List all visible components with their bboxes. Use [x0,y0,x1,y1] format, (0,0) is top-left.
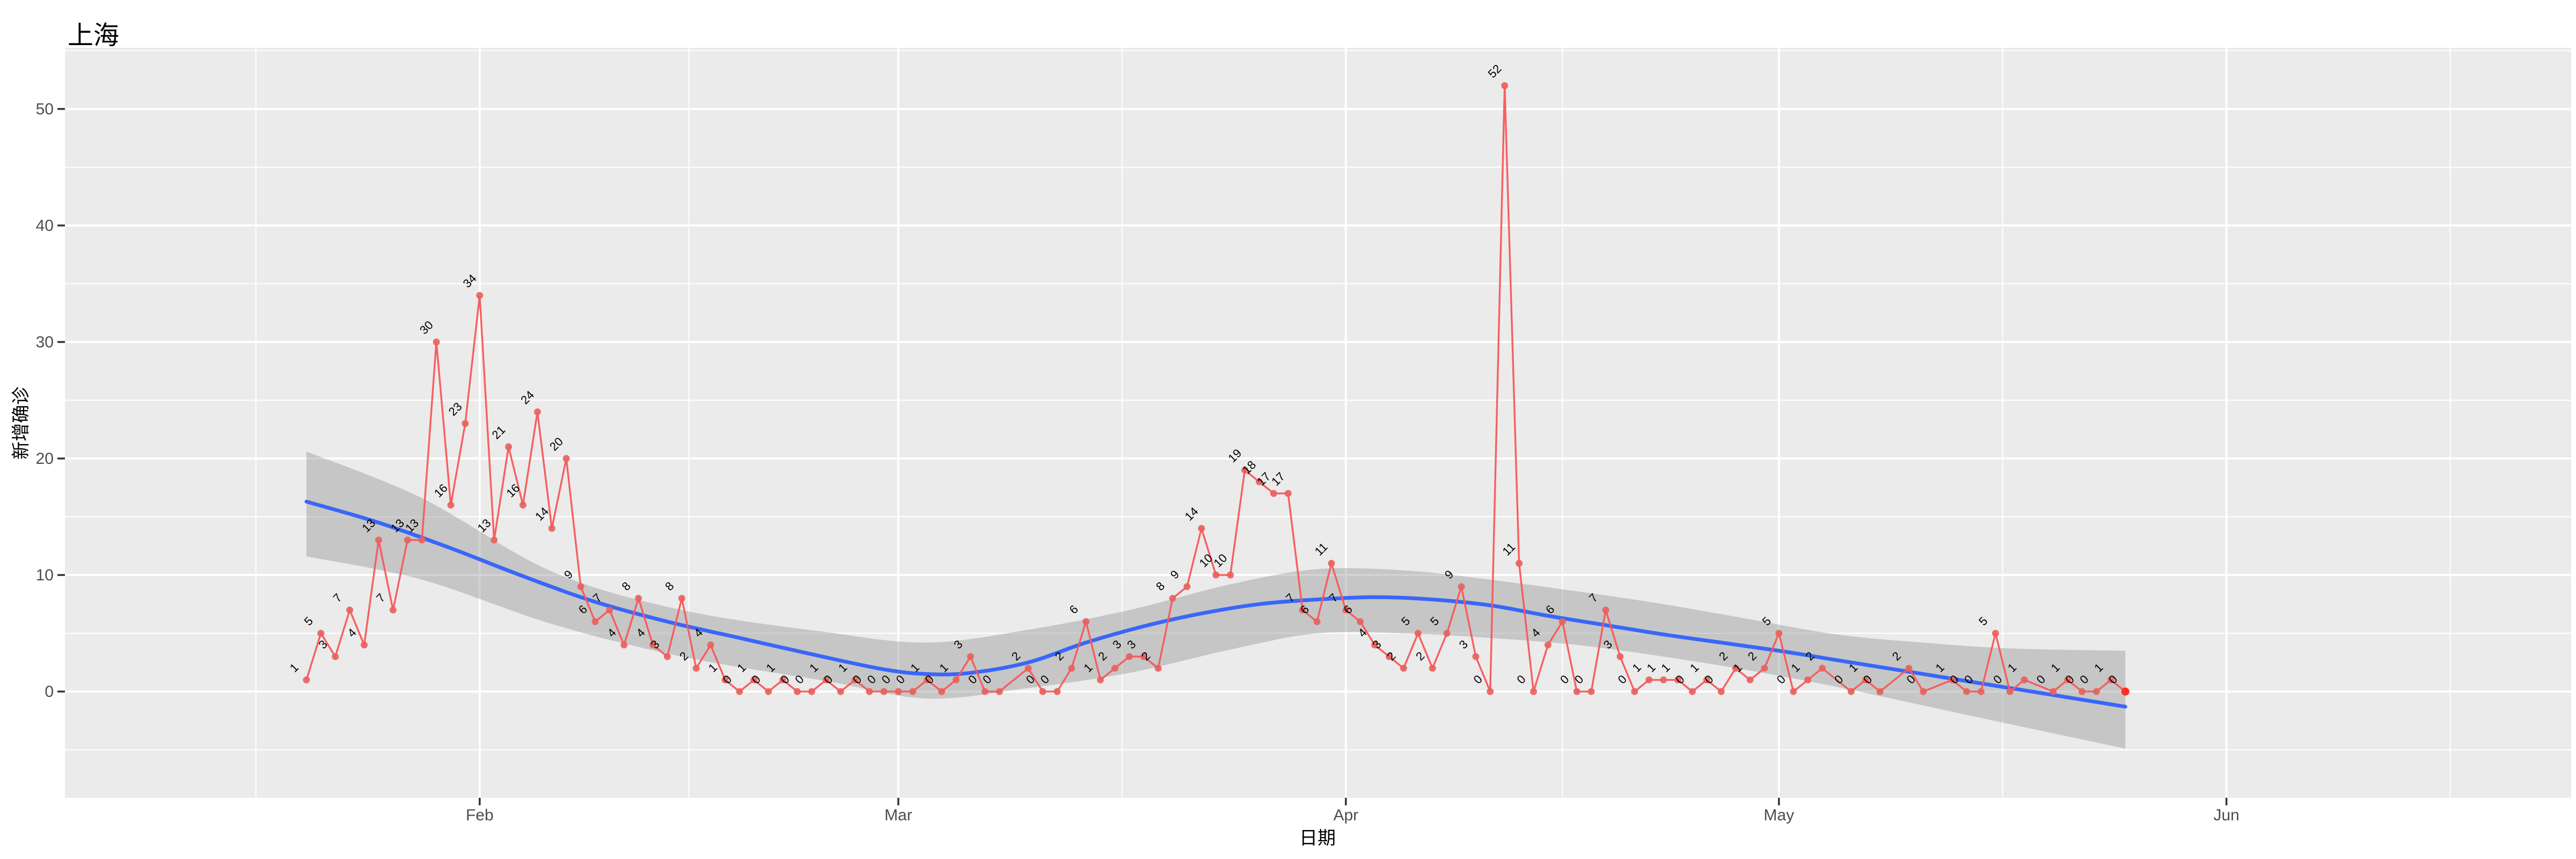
confidence-ribbon [306,451,2126,749]
plot-title: 上海 [68,21,120,50]
svg-text:Jun: Jun [2213,806,2239,824]
svg-text:40: 40 [36,217,54,235]
svg-text:30: 30 [36,333,54,351]
svg-text:20: 20 [36,450,54,468]
y-axis-tick-labels: 0 10 20 30 40 50 [36,100,54,701]
x-axis-title: 日期 [1299,828,1336,849]
svg-text:May: May [1763,806,1794,824]
svg-text:0: 0 [45,683,54,701]
x-axis-tick-labels: Feb Mar Apr May Jun [466,806,2240,824]
svg-text:Mar: Mar [884,806,912,824]
data-points [303,82,2129,696]
svg-text:Feb: Feb [466,806,494,824]
axis-tick-marks [57,108,2228,805]
plot-panel [65,48,2571,798]
minor-gridlines [65,48,2571,798]
svg-text:10: 10 [36,566,54,584]
major-gridlines [65,48,2571,798]
svg-text:50: 50 [36,100,54,118]
svg-text:Apr: Apr [1333,806,1358,824]
